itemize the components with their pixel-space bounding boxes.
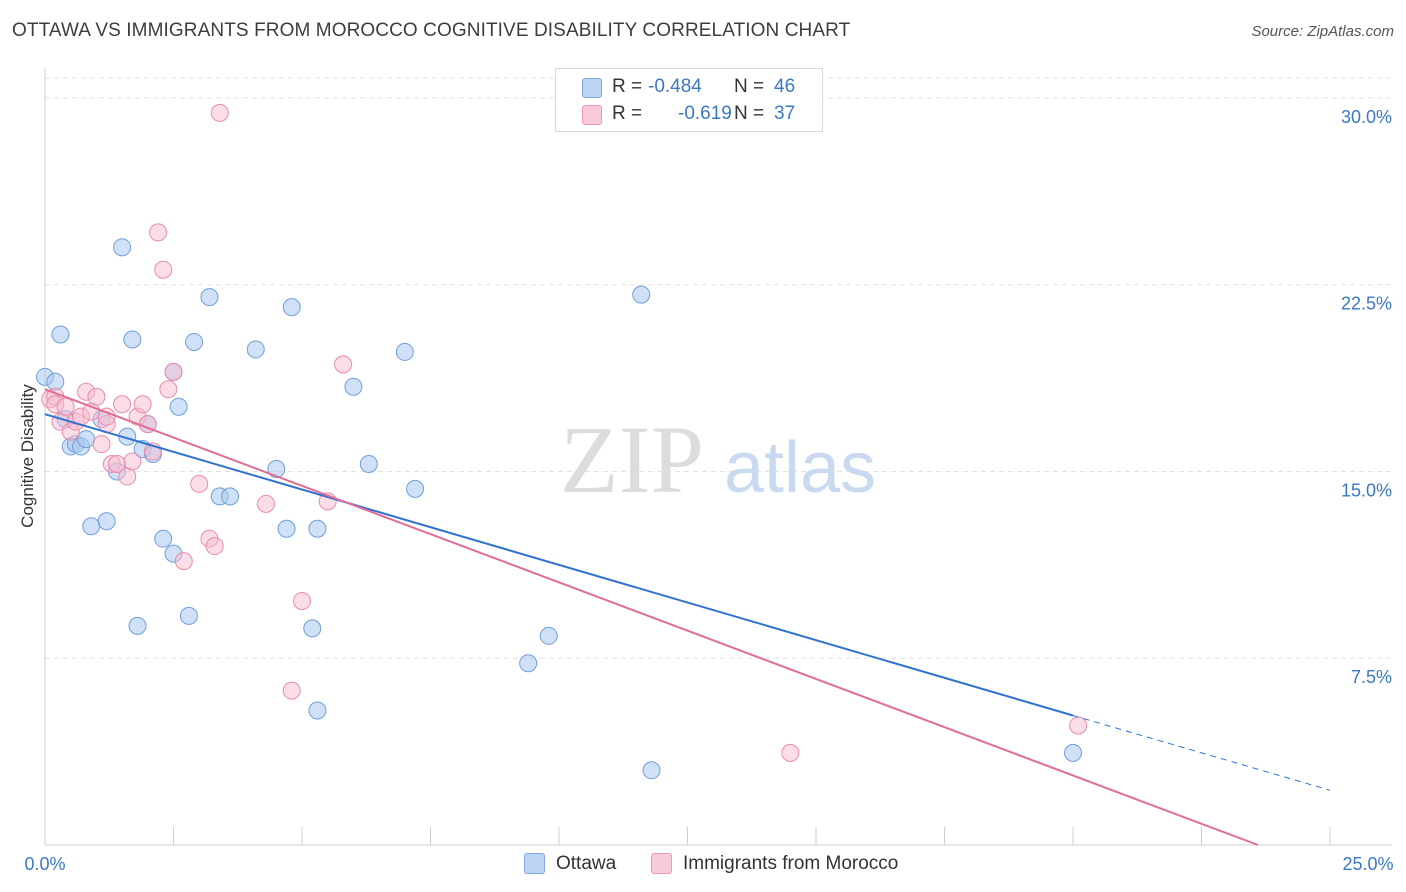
morocco-points — [41, 103, 1088, 762]
morocco-point — [282, 681, 301, 700]
ottawa-swatch — [524, 853, 545, 874]
ottawa-point — [395, 342, 414, 361]
y-tick-label: 22.5% — [1341, 294, 1392, 314]
ottawa-point — [303, 619, 322, 638]
morocco-point — [154, 260, 173, 279]
trend-lines — [44, 388, 1331, 846]
legend-r-value: -0.619 — [678, 103, 732, 124]
axes — [44, 68, 1392, 846]
ottawa-point — [308, 701, 327, 720]
ottawa-trend-extension — [1072, 715, 1331, 791]
morocco-point — [205, 537, 224, 556]
stats-legend: R = -0.484 N = 46 R = -0.619 N = 37 — [555, 68, 823, 132]
chart-title: OTTAWA VS IMMIGRANTS FROM MOROCCO COGNIT… — [12, 20, 851, 41]
ottawa-point — [123, 330, 142, 349]
ottawa-point — [179, 606, 198, 625]
ottawa-points — [36, 238, 1082, 780]
morocco-point — [781, 743, 800, 762]
ottawa-point — [185, 332, 204, 351]
morocco-point — [1069, 716, 1088, 735]
ottawa-point — [221, 487, 240, 506]
legend-n-label: N = — [734, 76, 765, 97]
ottawa-point — [128, 616, 147, 635]
ottawa-point — [246, 340, 265, 359]
legend-n-value: 46 — [774, 76, 796, 97]
ottawa-point — [200, 288, 219, 307]
morocco-swatch — [651, 853, 672, 874]
morocco-point — [113, 395, 132, 414]
morocco-point — [149, 223, 168, 242]
y-tick-label: 30.0% — [1341, 107, 1392, 127]
ottawa-point — [154, 529, 173, 548]
watermark-zip: ZIP — [560, 406, 704, 513]
ottawa-point — [344, 377, 363, 396]
gridlines — [45, 77, 1392, 659]
legend-r-label: R = — [612, 103, 643, 124]
ottawa-point — [282, 298, 301, 317]
y-axis-label: Cognitive Disability — [18, 384, 37, 528]
legend-label-ottawa: Ottawa — [556, 853, 617, 874]
watermark-atlas: atlas — [724, 428, 876, 508]
morocco-point — [190, 474, 209, 493]
morocco-point — [56, 397, 75, 416]
morocco-point — [293, 591, 311, 610]
tick-labels: 7.5% 15.0% 22.5% 30.0% 0.0% 25.0% — [24, 107, 1393, 874]
x-tick-label: 0.0% — [24, 854, 65, 874]
ottawa-point — [406, 479, 425, 498]
legend-label-morocco: Immigrants from Morocco — [683, 853, 899, 874]
y-tick-label: 7.5% — [1351, 667, 1392, 687]
source-credit: Source: ZipAtlas.com — [1251, 23, 1394, 40]
morocco-point — [164, 362, 183, 381]
morocco-point — [123, 452, 142, 471]
watermark: ZIP atlas — [560, 406, 876, 513]
ottawa-trend-line — [44, 413, 1074, 717]
morocco-point — [133, 395, 152, 414]
morocco-swatch — [582, 105, 602, 125]
legend-r-value: -0.484 — [648, 76, 702, 97]
legend-n-label: N = — [734, 103, 765, 124]
ottawa-point — [277, 519, 296, 538]
ottawa-point — [77, 430, 96, 449]
ottawa-point — [539, 626, 558, 645]
ottawa-point — [519, 654, 538, 673]
ottawa-point — [267, 459, 286, 478]
morocco-point — [92, 435, 111, 454]
ottawa-point — [169, 397, 188, 416]
ottawa-swatch — [582, 78, 602, 98]
legend-r-label: R = — [612, 76, 643, 97]
ottawa-point — [359, 454, 378, 473]
morocco-point — [87, 387, 106, 406]
ottawa-point — [308, 519, 327, 538]
morocco-point — [159, 380, 178, 399]
morocco-trend-line — [44, 388, 1259, 846]
morocco-point — [174, 552, 193, 571]
x-tick-label: 25.0% — [1342, 854, 1393, 874]
ottawa-point — [632, 285, 651, 304]
ottawa-point — [642, 761, 661, 780]
morocco-point — [210, 103, 229, 122]
legend-n-value: 37 — [774, 103, 796, 124]
ottawa-point — [82, 517, 101, 536]
y-tick-label: 15.0% — [1341, 480, 1392, 500]
ottawa-point — [1064, 743, 1082, 762]
ottawa-point — [51, 325, 70, 344]
morocco-point — [334, 355, 353, 374]
ottawa-point — [97, 512, 116, 531]
morocco-point — [118, 467, 137, 486]
morocco-point — [257, 494, 276, 513]
ottawa-point — [113, 238, 132, 257]
